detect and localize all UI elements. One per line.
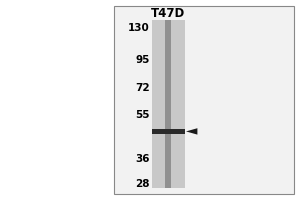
Bar xyxy=(165,20,171,188)
Bar xyxy=(114,6,294,194)
Text: 55: 55 xyxy=(136,110,150,120)
Text: T47D: T47D xyxy=(151,7,185,20)
Text: 95: 95 xyxy=(136,55,150,65)
Polygon shape xyxy=(186,128,197,135)
Bar xyxy=(152,20,184,188)
Text: 130: 130 xyxy=(128,23,150,33)
Text: 28: 28 xyxy=(136,179,150,189)
Bar xyxy=(152,129,184,134)
Text: 36: 36 xyxy=(136,154,150,164)
Text: 72: 72 xyxy=(135,83,150,93)
